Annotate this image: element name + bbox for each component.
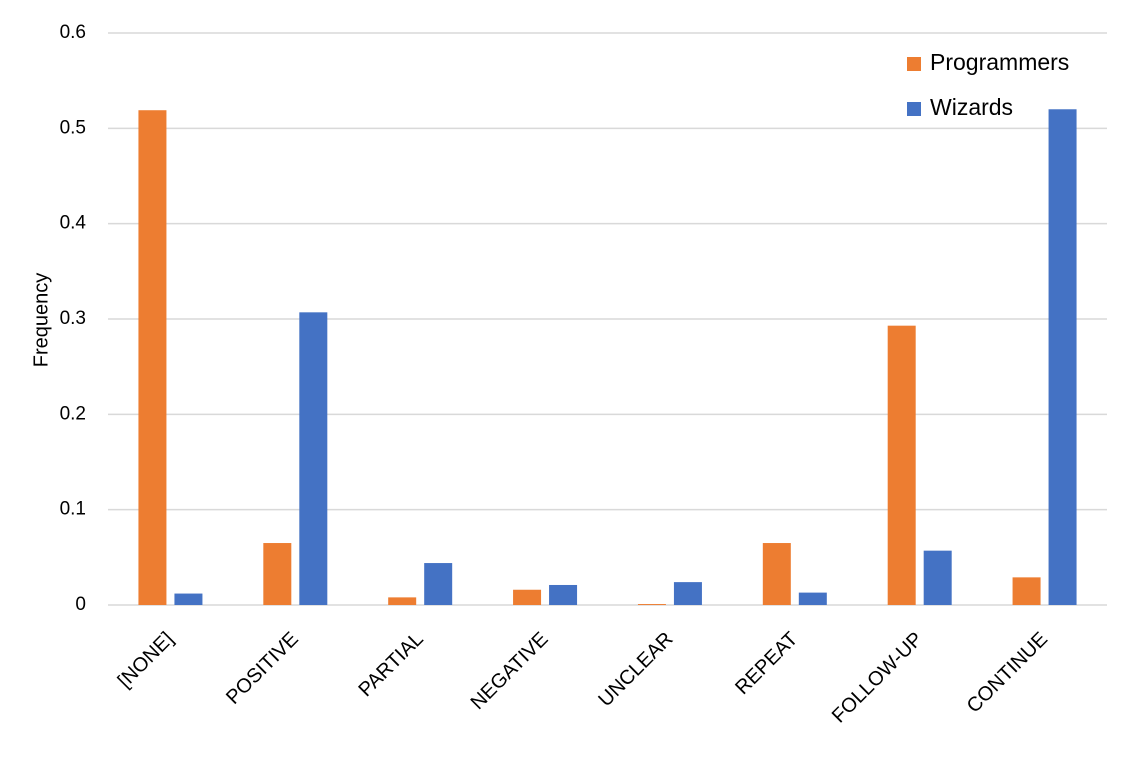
y-tick-label: 0.1 xyxy=(60,499,86,520)
x-tick-label: NEGATIVE xyxy=(467,628,553,714)
x-tick-label: FOLLOW-UP xyxy=(828,628,927,727)
x-tick-label: [NONE] xyxy=(114,628,178,692)
legend-label: Wizards xyxy=(930,94,1013,120)
legend-label: Programmers xyxy=(930,49,1069,75)
bar xyxy=(513,589,542,605)
x-tick-label: PARTIAL xyxy=(355,628,428,701)
x-tick-label: CONTINUE xyxy=(963,628,1052,717)
bar xyxy=(637,604,666,605)
x-tick-label: REPEAT xyxy=(731,628,802,699)
y-tick-label: 0.3 xyxy=(60,308,86,329)
legend-swatch xyxy=(907,102,921,116)
y-tick-label: 0.4 xyxy=(60,213,87,234)
x-tick-label: POSITIVE xyxy=(222,628,303,709)
y-tick-label: 0.5 xyxy=(60,117,86,138)
bar xyxy=(174,593,203,605)
bar xyxy=(138,110,167,605)
bar xyxy=(923,550,952,605)
legend-swatch xyxy=(907,57,921,71)
x-tick-label: UNCLEAR xyxy=(594,628,677,711)
bar xyxy=(1048,109,1077,606)
bar xyxy=(887,325,916,605)
bar xyxy=(762,543,791,605)
y-tick-label: 0 xyxy=(75,594,86,615)
y-axis-title: Frequency xyxy=(30,273,52,368)
bar xyxy=(388,597,417,605)
y-tick-label: 0.6 xyxy=(60,22,86,43)
bar xyxy=(299,312,328,605)
bar xyxy=(424,563,453,605)
bar xyxy=(549,584,578,605)
y-tick-label: 0.2 xyxy=(60,403,86,424)
bar xyxy=(263,543,292,605)
bar xyxy=(1012,577,1041,605)
bar xyxy=(798,592,827,605)
bar xyxy=(673,582,702,605)
